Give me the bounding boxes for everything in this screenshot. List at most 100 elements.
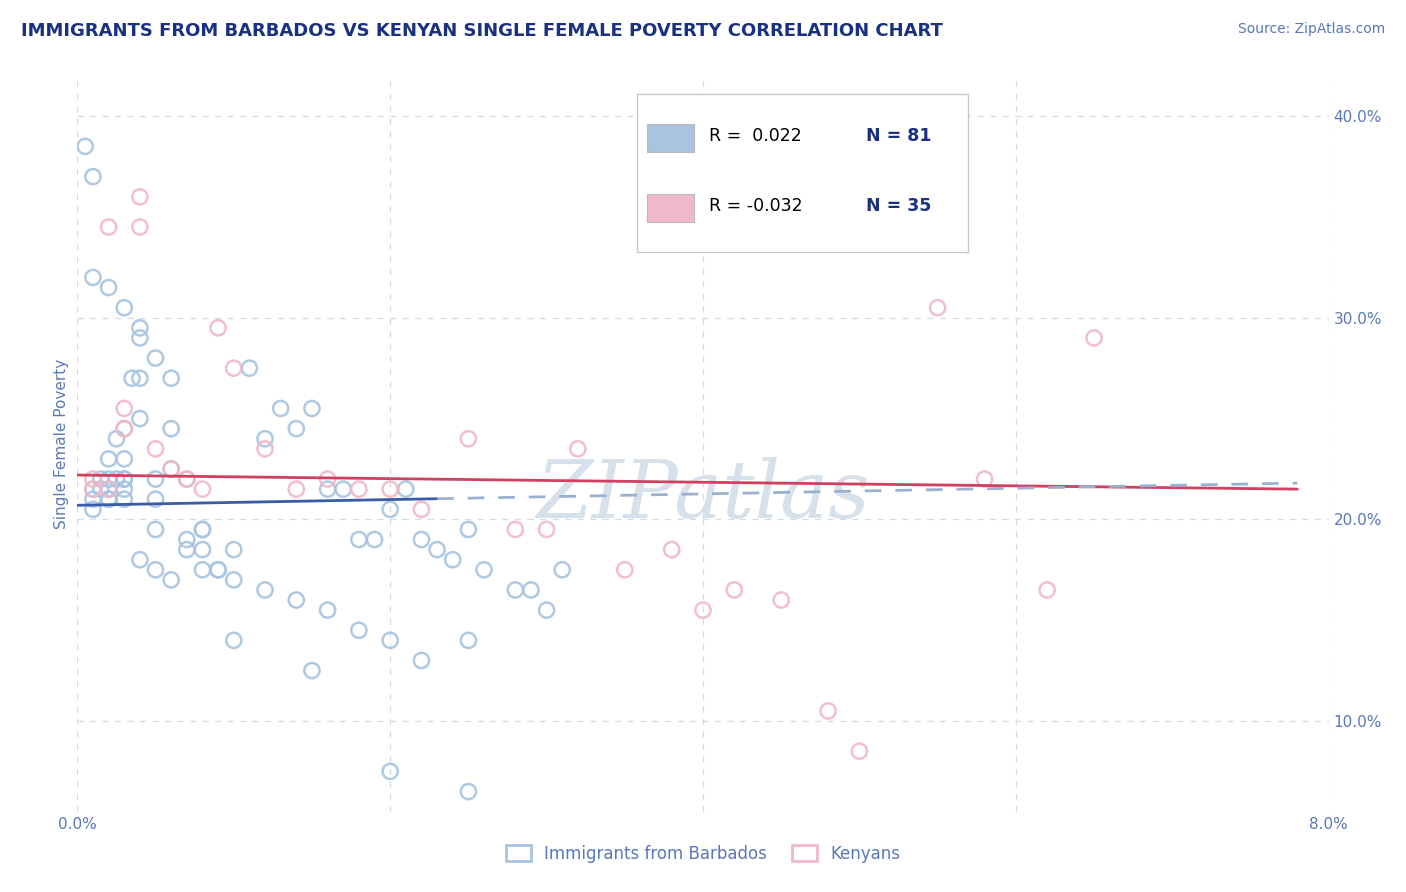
- Point: [332, 482, 354, 496]
- Text: Source: ZipAtlas.com: Source: ZipAtlas.com: [1237, 22, 1385, 37]
- Point: [207, 563, 229, 577]
- Point: [160, 371, 183, 385]
- Point: [97, 472, 120, 486]
- Point: [411, 653, 433, 667]
- Point: [457, 432, 479, 446]
- Point: [222, 573, 245, 587]
- Point: [472, 563, 495, 577]
- Point: [301, 664, 323, 678]
- Point: [112, 422, 135, 436]
- Point: [723, 582, 745, 597]
- Point: [207, 321, 229, 335]
- Point: [1083, 331, 1105, 345]
- Point: [661, 542, 683, 557]
- Point: [536, 603, 558, 617]
- Point: [97, 280, 120, 294]
- Point: [82, 270, 104, 285]
- Point: [411, 533, 433, 547]
- Point: [145, 563, 167, 577]
- Y-axis label: Single Female Poverty: Single Female Poverty: [53, 359, 69, 529]
- Point: [90, 472, 112, 486]
- Point: [222, 542, 245, 557]
- Point: [112, 492, 135, 507]
- Point: [97, 492, 120, 507]
- Point: [191, 523, 214, 537]
- Point: [285, 593, 308, 607]
- Text: R = -0.032: R = -0.032: [709, 197, 803, 215]
- Point: [347, 533, 370, 547]
- Point: [222, 361, 245, 376]
- Point: [191, 542, 214, 557]
- Point: [82, 492, 104, 507]
- Point: [253, 442, 276, 456]
- Point: [222, 633, 245, 648]
- Point: [363, 533, 385, 547]
- Point: [160, 422, 183, 436]
- Point: [129, 190, 152, 204]
- Point: [347, 482, 370, 496]
- Point: [441, 552, 464, 566]
- Point: [82, 169, 104, 184]
- Point: [112, 422, 135, 436]
- Point: [457, 523, 479, 537]
- Point: [457, 633, 479, 648]
- Point: [145, 351, 167, 365]
- Point: [176, 472, 198, 486]
- Point: [817, 704, 839, 718]
- Point: [207, 563, 229, 577]
- Text: N = 81: N = 81: [866, 128, 931, 145]
- Point: [129, 371, 152, 385]
- Point: [75, 139, 97, 153]
- Point: [112, 472, 135, 486]
- Point: [316, 603, 339, 617]
- Point: [97, 482, 120, 496]
- Point: [770, 593, 793, 607]
- Point: [378, 502, 402, 516]
- Point: [129, 220, 152, 235]
- Point: [129, 331, 152, 345]
- Point: [145, 492, 167, 507]
- Point: [112, 472, 135, 486]
- Point: [503, 523, 526, 537]
- Point: [176, 542, 198, 557]
- Point: [536, 523, 558, 537]
- Point: [145, 472, 167, 486]
- Point: [285, 482, 308, 496]
- Point: [613, 563, 636, 577]
- Point: [520, 582, 543, 597]
- Point: [160, 462, 183, 476]
- Point: [270, 401, 292, 416]
- Point: [129, 411, 152, 425]
- Point: [97, 220, 120, 235]
- Point: [105, 472, 128, 486]
- Point: [112, 482, 135, 496]
- Point: [973, 472, 995, 486]
- Point: [848, 744, 870, 758]
- Text: N = 35: N = 35: [866, 197, 931, 215]
- Point: [82, 482, 104, 496]
- Point: [285, 422, 308, 436]
- Point: [82, 482, 104, 496]
- Point: [1036, 582, 1059, 597]
- Point: [129, 552, 152, 566]
- Point: [121, 371, 143, 385]
- Point: [411, 502, 433, 516]
- Point: [378, 482, 402, 496]
- Point: [191, 482, 214, 496]
- Point: [145, 523, 167, 537]
- Point: [567, 442, 589, 456]
- Point: [97, 482, 120, 496]
- Point: [97, 482, 120, 496]
- Point: [503, 582, 526, 597]
- Point: [145, 442, 167, 456]
- Point: [82, 472, 104, 486]
- Point: [253, 432, 276, 446]
- Point: [238, 361, 260, 376]
- Point: [692, 603, 714, 617]
- Point: [129, 321, 152, 335]
- FancyBboxPatch shape: [637, 95, 969, 252]
- Text: IMMIGRANTS FROM BARBADOS VS KENYAN SINGLE FEMALE POVERTY CORRELATION CHART: IMMIGRANTS FROM BARBADOS VS KENYAN SINGL…: [21, 22, 943, 40]
- Point: [301, 401, 323, 416]
- Point: [191, 523, 214, 537]
- Point: [927, 301, 949, 315]
